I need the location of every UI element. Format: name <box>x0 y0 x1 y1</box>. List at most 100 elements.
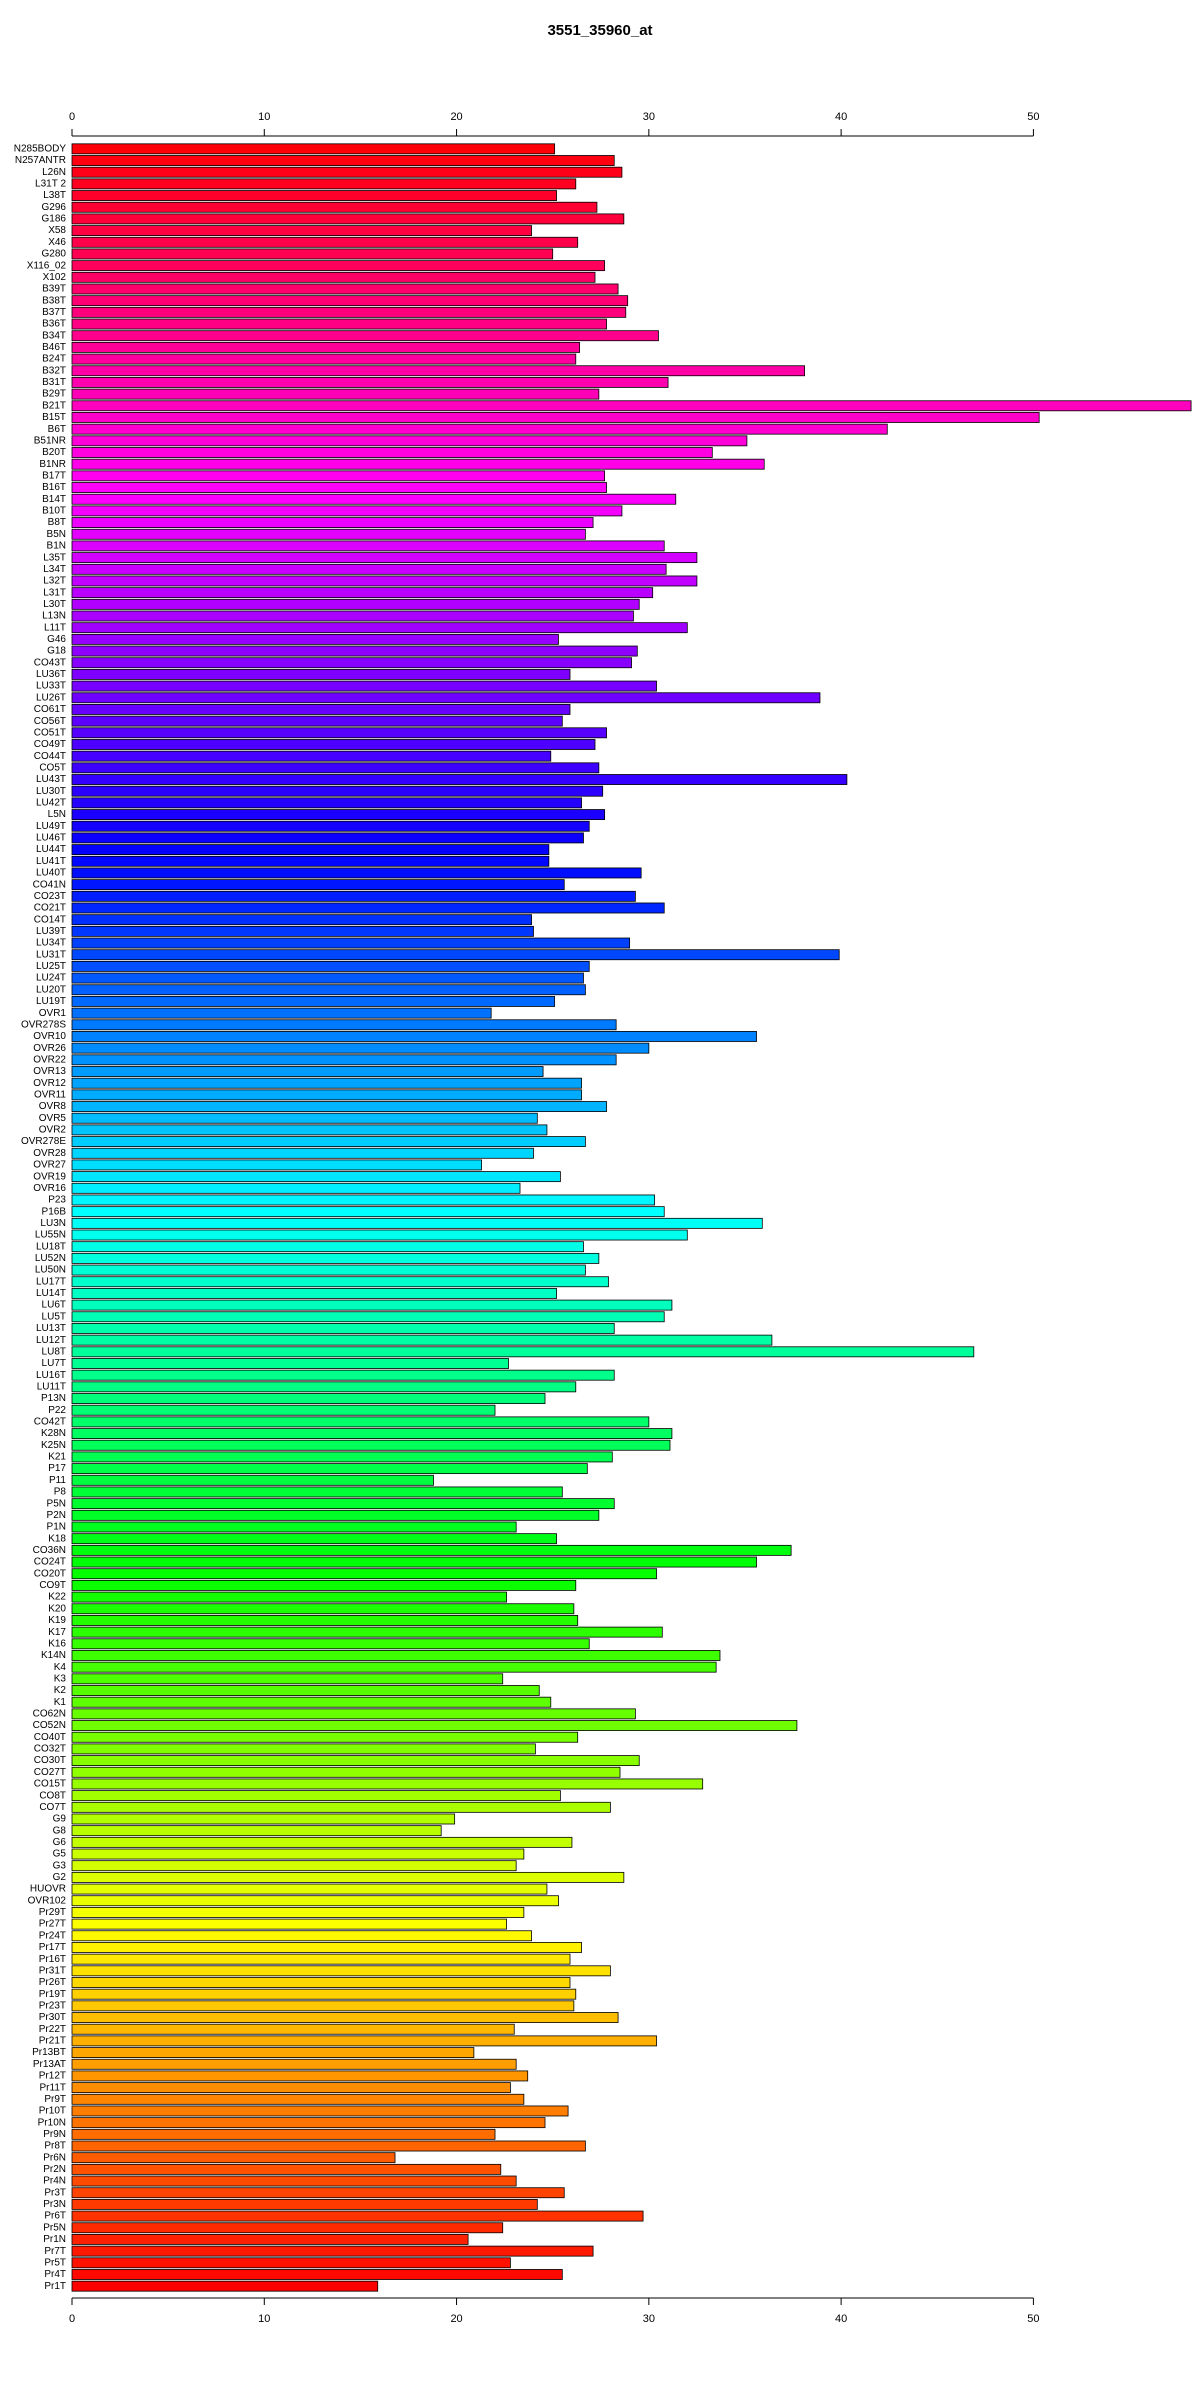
category-label: K22 <box>48 1592 66 1603</box>
bar <box>71 458 765 470</box>
category-label: N257ANTR <box>15 155 66 166</box>
bar <box>71 1334 773 1346</box>
category-label: LU42T <box>36 798 66 809</box>
category-label: LU24T <box>36 973 66 984</box>
bar <box>71 1720 798 1731</box>
bar <box>71 1112 538 1124</box>
bar <box>71 1474 434 1486</box>
bar <box>71 1358 509 1369</box>
bar <box>71 435 748 447</box>
bar <box>71 1696 552 1708</box>
bar <box>71 2198 538 2210</box>
bar <box>71 493 677 505</box>
category-label: Pr9T <box>44 2094 66 2105</box>
bar <box>71 178 577 190</box>
bar <box>71 610 634 622</box>
bar <box>71 2035 657 2047</box>
bar <box>71 680 657 692</box>
category-label: CO20T <box>34 1568 66 1579</box>
bar <box>71 879 565 891</box>
bar <box>71 1066 544 1077</box>
category-label: K17 <box>48 1627 66 1638</box>
bar <box>71 400 1192 412</box>
bar <box>71 657 632 669</box>
category-label: Pr5T <box>44 2257 66 2268</box>
category-label: LU26T <box>36 692 66 703</box>
bar <box>71 2047 475 2058</box>
top-tick-label: 10 <box>258 111 270 123</box>
bar <box>71 1638 590 1650</box>
category-label: L31T <box>43 587 66 598</box>
category-label: Pr4N <box>43 2176 66 2187</box>
category-label: P17 <box>48 1463 66 1474</box>
bar <box>71 2070 529 2082</box>
category-label: K25N <box>41 1440 66 1451</box>
bar <box>71 1801 611 1813</box>
bar <box>71 341 581 353</box>
bar <box>71 2245 594 2257</box>
category-label: P11 <box>49 1475 66 1486</box>
bar <box>71 1521 517 1533</box>
category-label: LU46T <box>36 833 66 844</box>
category-label: Pr13BT <box>32 2047 66 2058</box>
category-label: LU11T <box>37 1381 66 1392</box>
bar <box>71 2234 469 2245</box>
category-label: K28N <box>41 1428 66 1439</box>
category-label: OVR22 <box>33 1054 66 1065</box>
bar <box>71 2023 515 2035</box>
bar <box>71 902 665 914</box>
top-tick-label: 30 <box>643 111 655 123</box>
bar <box>71 2058 517 2070</box>
category-label: P22 <box>48 1405 66 1416</box>
category-label: CO24T <box>34 1557 66 1568</box>
category-label: Pr5N <box>43 2222 66 2233</box>
bar <box>71 785 604 797</box>
bar <box>71 540 665 552</box>
bar <box>71 318 607 330</box>
category-label: OVR16 <box>33 1183 66 1194</box>
bar <box>71 949 840 961</box>
bar <box>71 330 659 342</box>
bar <box>71 1381 577 1393</box>
category-label: X58 <box>48 225 66 236</box>
top-tick-label: 40 <box>835 111 847 123</box>
category-label: B37T <box>42 307 66 318</box>
bar <box>71 1147 534 1159</box>
bar <box>71 1264 586 1276</box>
category-label: P23 <box>48 1195 66 1206</box>
category-label: CO15T <box>34 1779 66 1790</box>
bar <box>71 482 607 493</box>
category-label: B20T <box>42 447 66 458</box>
category-label: K18 <box>48 1533 66 1544</box>
bar <box>71 739 596 750</box>
category-label: G8 <box>53 1825 67 1836</box>
bar <box>71 1206 665 1218</box>
category-label: OVR5 <box>39 1113 67 1124</box>
bar <box>71 1451 613 1463</box>
category-label: LU19T <box>36 996 66 1007</box>
bar <box>71 1685 540 1696</box>
top-tick-label: 20 <box>450 111 462 123</box>
category-label: CO32T <box>34 1744 66 1755</box>
bar <box>71 1439 671 1451</box>
category-label: G3 <box>53 1860 67 1871</box>
category-label: B16T <box>42 482 66 493</box>
category-label: L31T 2 <box>35 179 66 190</box>
bar <box>71 2128 496 2140</box>
category-label: Pr29T <box>39 1907 66 1918</box>
category-label: Pr6T <box>44 2211 66 2222</box>
bar <box>71 1615 579 1626</box>
category-label: Pr19T <box>39 1989 66 2000</box>
category-label: LU39T <box>36 926 66 937</box>
category-label: X46 <box>48 237 66 248</box>
category-label: CO8T <box>39 1790 66 1801</box>
bar <box>71 633 559 645</box>
bar <box>71 1556 757 1568</box>
bar <box>71 855 550 867</box>
category-label: OVR28 <box>33 1148 66 1159</box>
bar <box>71 1848 525 1860</box>
bar <box>71 1311 665 1323</box>
bar <box>71 1404 496 1416</box>
category-label: K2 <box>54 1685 67 1696</box>
category-label: Pr10T <box>39 2106 66 2117</box>
